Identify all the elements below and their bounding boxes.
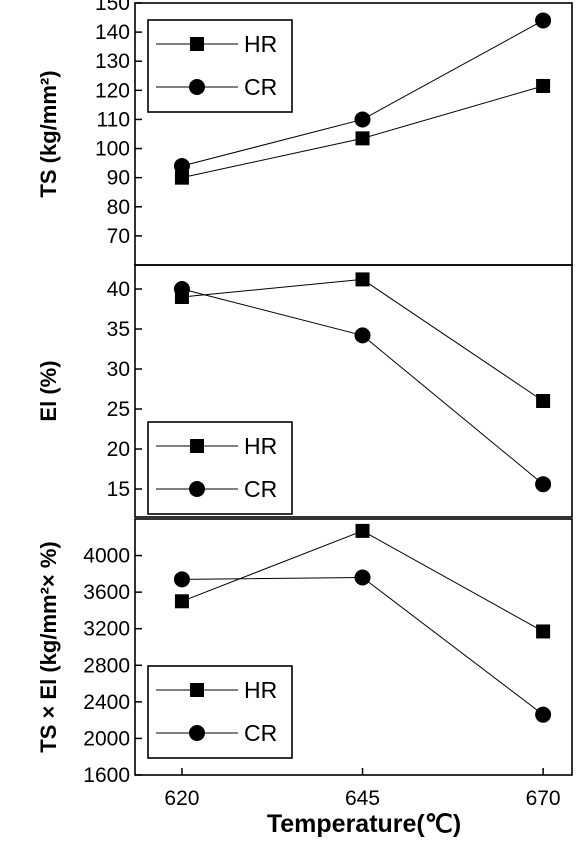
data-point-cr — [535, 707, 551, 723]
legend: HR CR — [148, 20, 292, 112]
series-line-cr — [182, 289, 543, 484]
y-tick-label: 140 — [95, 21, 130, 44]
legend: HR CR — [148, 422, 292, 514]
legend-marker-cr — [189, 481, 205, 497]
y-tick-label: 150 — [95, 0, 130, 15]
data-point-cr — [535, 12, 551, 28]
y-tick-label: 40 — [107, 278, 130, 301]
data-point-cr — [174, 571, 190, 587]
panel-1: 70 80 90 100 110 120 130 140 150 TS (kg/mm²) HR CR — [36, 0, 572, 265]
x-axis-label: Temperature(℃) — [267, 810, 461, 838]
legend-label-cr: CR — [244, 476, 277, 502]
y-tick-label: 100 — [95, 138, 130, 161]
legend-label-hr: HR — [244, 677, 277, 703]
legend-label-hr: HR — [244, 31, 277, 57]
y-tick-label: 3600 — [83, 581, 130, 604]
y-tick-label: 35 — [107, 318, 130, 341]
legend-label-cr: CR — [244, 74, 277, 100]
y-tick-label: 130 — [95, 50, 130, 73]
y-tick-label: 120 — [95, 79, 130, 102]
x-tick-label: 620 — [164, 787, 199, 810]
series-line-cr — [182, 578, 543, 715]
data-point-cr — [355, 327, 371, 343]
y-tick-label: 1600 — [83, 764, 130, 787]
data-point-cr — [535, 476, 551, 492]
data-point-hr — [175, 594, 189, 608]
panel-3: 1600 2000 2400 2800 3200 3600 4000 TS × El (kg/… — [36, 519, 572, 787]
legend-marker-cr — [189, 725, 205, 741]
y-tick-label: 70 — [107, 225, 130, 248]
y-axis-label: El (%) — [36, 360, 61, 421]
y-tick-label: 25 — [107, 398, 130, 421]
legend: HR CR — [148, 666, 292, 758]
x-tick-label: 670 — [526, 787, 561, 810]
data-point-hr — [536, 394, 550, 408]
y-tick-label: 2800 — [83, 654, 130, 677]
data-point-hr — [536, 79, 550, 93]
y-axis-label: TS × El (kg/mm²× %) — [36, 541, 61, 753]
data-point-hr — [356, 524, 370, 538]
y-tick-label: 90 — [107, 167, 130, 190]
y-tick-label: 80 — [107, 196, 130, 219]
plot-frame — [135, 265, 572, 517]
legend-label-cr: CR — [244, 720, 277, 746]
data-point-cr — [355, 111, 371, 127]
data-point-hr — [536, 624, 550, 638]
legend-label-hr: HR — [244, 433, 277, 459]
legend-marker-hr — [190, 37, 204, 51]
legend-marker-cr — [189, 79, 205, 95]
data-point-cr — [174, 281, 190, 297]
y-tick-label: 2000 — [83, 727, 130, 750]
y-tick-label: 2400 — [83, 691, 130, 714]
data-point-cr — [174, 158, 190, 174]
y-tick-label: 20 — [107, 438, 130, 461]
panel-2: 15 20 25 30 35 40 El (%) HR CR — [36, 265, 572, 517]
x-tick-label: 645 — [345, 787, 380, 810]
y-tick-label: 4000 — [83, 545, 130, 568]
y-tick-label: 15 — [107, 478, 130, 501]
y-tick-label: 30 — [107, 358, 130, 381]
y-tick-label: 3200 — [83, 618, 130, 641]
data-point-cr — [355, 570, 371, 586]
y-axis-label: TS (kg/mm²) — [36, 70, 61, 197]
legend-marker-hr — [190, 439, 204, 453]
data-point-hr — [356, 272, 370, 286]
y-tick-label: 110 — [97, 108, 130, 131]
legend-marker-hr — [190, 683, 204, 697]
data-point-hr — [356, 131, 370, 145]
